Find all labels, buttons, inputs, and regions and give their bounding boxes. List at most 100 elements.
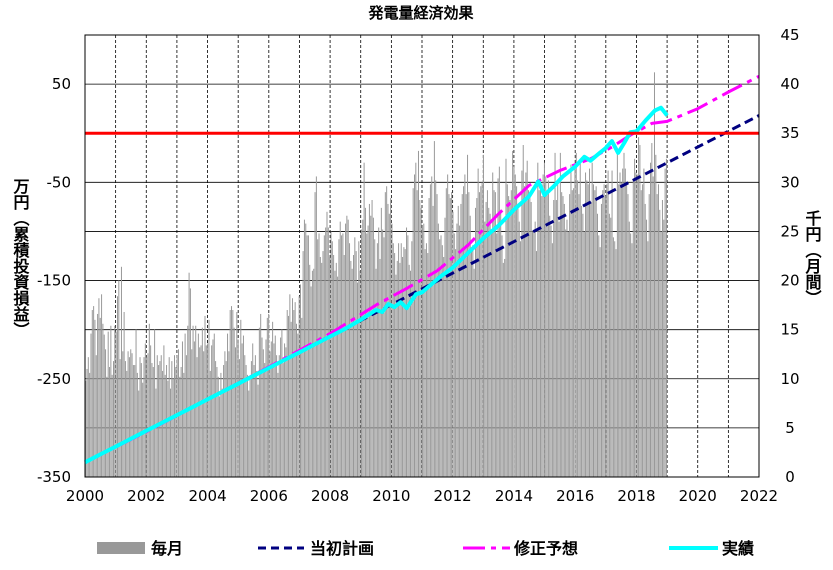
bar [95, 355, 97, 477]
bar [354, 237, 356, 477]
bar [126, 370, 128, 477]
bar [256, 370, 258, 477]
x-tick-label: 2018 [617, 487, 655, 505]
bar [652, 176, 654, 477]
bar [334, 270, 336, 477]
bar [154, 329, 156, 477]
bar [105, 349, 107, 477]
bar [360, 229, 362, 477]
bar [110, 325, 112, 477]
tick-labels: 2000 2002 2004 2006 2008 2010 2012 2014 2016 2018… [37, 26, 800, 505]
bar [326, 211, 328, 478]
bar [513, 166, 515, 477]
legend-label: 実績 [722, 539, 754, 558]
bar [114, 325, 116, 477]
bar [643, 168, 645, 477]
bar [195, 325, 197, 477]
bar [231, 306, 233, 477]
bar [516, 186, 518, 477]
bar [636, 174, 638, 478]
bar [627, 194, 629, 477]
bar [624, 168, 626, 477]
bar [384, 192, 386, 477]
bar [440, 235, 442, 477]
bar [119, 359, 121, 477]
bar [103, 334, 105, 477]
bar [615, 249, 617, 477]
bar [428, 198, 430, 478]
bar [508, 196, 510, 477]
bar [193, 341, 195, 477]
bar [249, 376, 251, 477]
bar [130, 349, 132, 477]
bar [398, 243, 400, 477]
bar [610, 217, 612, 477]
bar [216, 366, 218, 477]
bar [364, 207, 366, 477]
bar [338, 239, 340, 477]
bar [598, 235, 600, 477]
bar [452, 211, 454, 478]
bar [86, 368, 88, 477]
bar [318, 233, 320, 477]
y-axis-title-right: 千円（月間） [803, 210, 823, 306]
bar [631, 243, 633, 477]
bar [227, 333, 229, 477]
bar [607, 170, 609, 478]
bar [394, 253, 396, 477]
bar [299, 284, 301, 477]
bar [319, 256, 321, 477]
bar [143, 357, 145, 477]
bar [152, 366, 154, 477]
bar [451, 192, 453, 477]
bar [663, 219, 665, 477]
bar [480, 186, 482, 477]
bar [512, 150, 514, 477]
monthly-bars [85, 72, 667, 478]
bar [608, 213, 610, 477]
y-right-tick-label: 35 [780, 124, 799, 142]
bar [421, 225, 423, 477]
bar [528, 190, 530, 477]
bar [402, 256, 404, 477]
bar [294, 302, 296, 477]
bar [577, 180, 579, 477]
bar [623, 152, 625, 477]
bar [252, 343, 254, 477]
bar [467, 154, 469, 477]
bar [444, 217, 446, 477]
y-right-tick-label: 0 [785, 468, 795, 486]
bar [570, 164, 572, 477]
bar [160, 355, 162, 477]
bar [375, 268, 377, 477]
bar [403, 247, 405, 477]
bar [587, 184, 589, 478]
bar [655, 154, 657, 477]
bar [136, 372, 138, 477]
bar [98, 298, 100, 477]
bar [181, 341, 183, 477]
x-tick-label: 2020 [679, 487, 717, 505]
bar [135, 329, 137, 477]
bar [386, 186, 388, 477]
bar [620, 182, 622, 477]
y-right-tick-label: 40 [780, 75, 799, 93]
bar [482, 154, 484, 477]
bar [473, 268, 475, 477]
bar [258, 327, 260, 477]
x-tick-label: 2016 [556, 487, 594, 505]
bar [215, 361, 217, 477]
bar [520, 241, 522, 477]
bar [435, 180, 437, 477]
bar [281, 329, 283, 477]
bar [277, 372, 279, 477]
bar [191, 349, 193, 477]
bar [205, 345, 207, 477]
bar [562, 196, 564, 477]
bar [371, 200, 373, 477]
bar [274, 335, 276, 477]
bar [91, 310, 93, 477]
bar [412, 188, 414, 478]
bar [651, 143, 653, 478]
